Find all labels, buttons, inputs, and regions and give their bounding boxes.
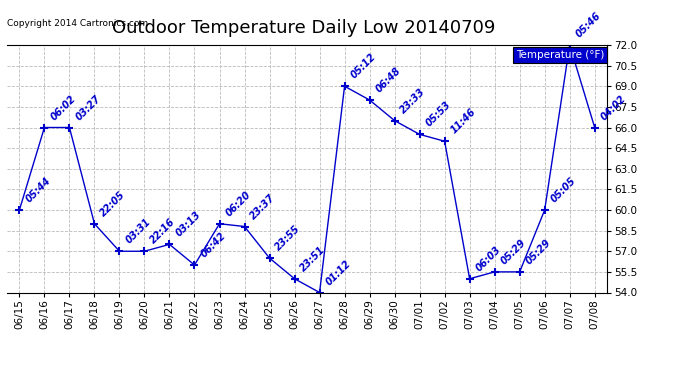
Text: 05:29: 05:29: [499, 237, 528, 266]
Text: 22:05: 22:05: [99, 189, 128, 218]
Text: 03:13: 03:13: [174, 210, 203, 239]
Text: 06:42: 06:42: [199, 231, 228, 260]
Text: 23:55: 23:55: [274, 224, 303, 253]
Text: 05:05: 05:05: [549, 176, 578, 204]
Text: 06:48: 06:48: [374, 66, 403, 94]
Text: 05:53: 05:53: [424, 100, 453, 129]
Text: Outdoor Temperature Daily Low 20140709: Outdoor Temperature Daily Low 20140709: [112, 19, 495, 37]
Text: 06:02: 06:02: [48, 93, 77, 122]
Text: 05:44: 05:44: [23, 176, 52, 204]
Text: 23:33: 23:33: [399, 86, 428, 115]
Text: Temperature (°F): Temperature (°F): [516, 50, 604, 60]
Text: 04:02: 04:02: [599, 93, 628, 122]
Text: 05:12: 05:12: [348, 52, 377, 81]
Text: 22:16: 22:16: [148, 217, 177, 246]
Text: 05:29: 05:29: [524, 237, 553, 266]
Text: 06:20: 06:20: [224, 189, 253, 218]
Text: 23:37: 23:37: [248, 192, 277, 221]
Text: 01:12: 01:12: [324, 258, 353, 287]
Text: 03:31: 03:31: [124, 217, 152, 246]
Text: 11:46: 11:46: [448, 107, 477, 136]
Text: 05:46: 05:46: [574, 10, 603, 39]
Text: 03:27: 03:27: [74, 93, 103, 122]
Text: 23:51: 23:51: [299, 244, 328, 273]
Text: Copyright 2014 Cartronics.com: Copyright 2014 Cartronics.com: [7, 19, 148, 28]
Text: 06:03: 06:03: [474, 244, 503, 273]
